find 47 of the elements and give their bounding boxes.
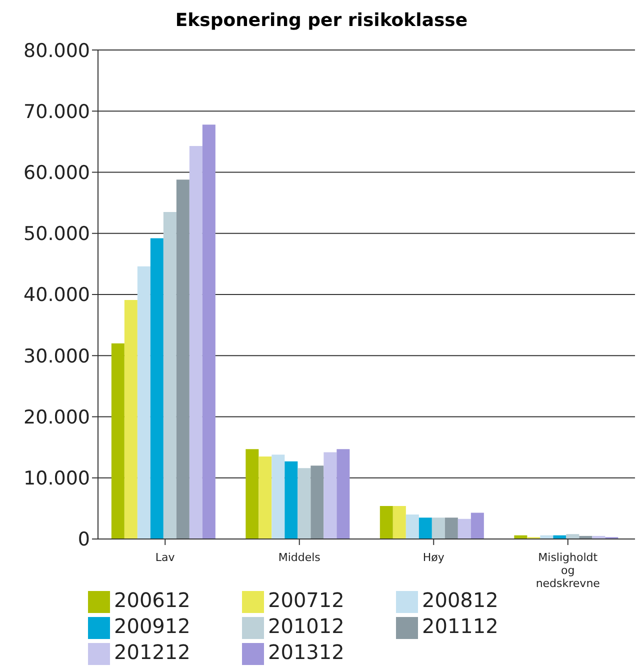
legend-label: 200912 (114, 613, 192, 639)
legend-label: 200812 (422, 588, 498, 612)
y-tick-label: 10.000 (24, 468, 90, 490)
bar (202, 124, 216, 539)
bar (458, 518, 471, 539)
y-tick-label: 0 (78, 528, 90, 551)
bar (380, 506, 393, 539)
legend-label: 200612 (114, 587, 192, 613)
bar (246, 449, 259, 539)
y-tick-label: 60.000 (24, 162, 90, 184)
bar (310, 466, 324, 539)
bar (150, 238, 164, 539)
x-tick-label: Høy (422, 551, 445, 564)
bar (444, 518, 458, 539)
bar (258, 456, 272, 539)
x-tick-label: Lav (155, 551, 176, 564)
bar (189, 146, 202, 539)
legend-label: 201312 (268, 639, 346, 665)
bar (566, 534, 580, 539)
legend-label: 201112 (422, 613, 500, 639)
bar (406, 514, 419, 539)
bar (176, 180, 190, 539)
chart-title: Eksponering per risikoklasse (174, 9, 469, 33)
bar (324, 452, 337, 539)
bar (392, 506, 406, 539)
y-tick-label: 40.000 (24, 284, 90, 306)
bar (272, 454, 285, 539)
y-tick-label: 80.000 (24, 40, 90, 62)
y-tick-label: 50.000 (24, 223, 90, 246)
bar (418, 518, 432, 539)
bar (137, 266, 150, 539)
x-tick-label: Middels (278, 551, 321, 564)
bar (298, 468, 311, 539)
bar (163, 212, 176, 539)
bar (284, 461, 298, 539)
legend-label: 200712 (268, 587, 346, 613)
x-tick-label: Misligholdt og nedskrevne (536, 551, 600, 590)
bar (336, 449, 350, 539)
bar (432, 518, 445, 539)
legend-label: 201012 (268, 613, 346, 639)
bar (470, 512, 484, 539)
bar (111, 343, 124, 539)
legend-label: 201212 (114, 639, 192, 665)
y-tick-label: 70.000 (24, 100, 90, 123)
bar (124, 300, 138, 539)
y-tick-label: 20.000 (24, 406, 90, 428)
y-tick-label: 30.000 (24, 345, 90, 368)
